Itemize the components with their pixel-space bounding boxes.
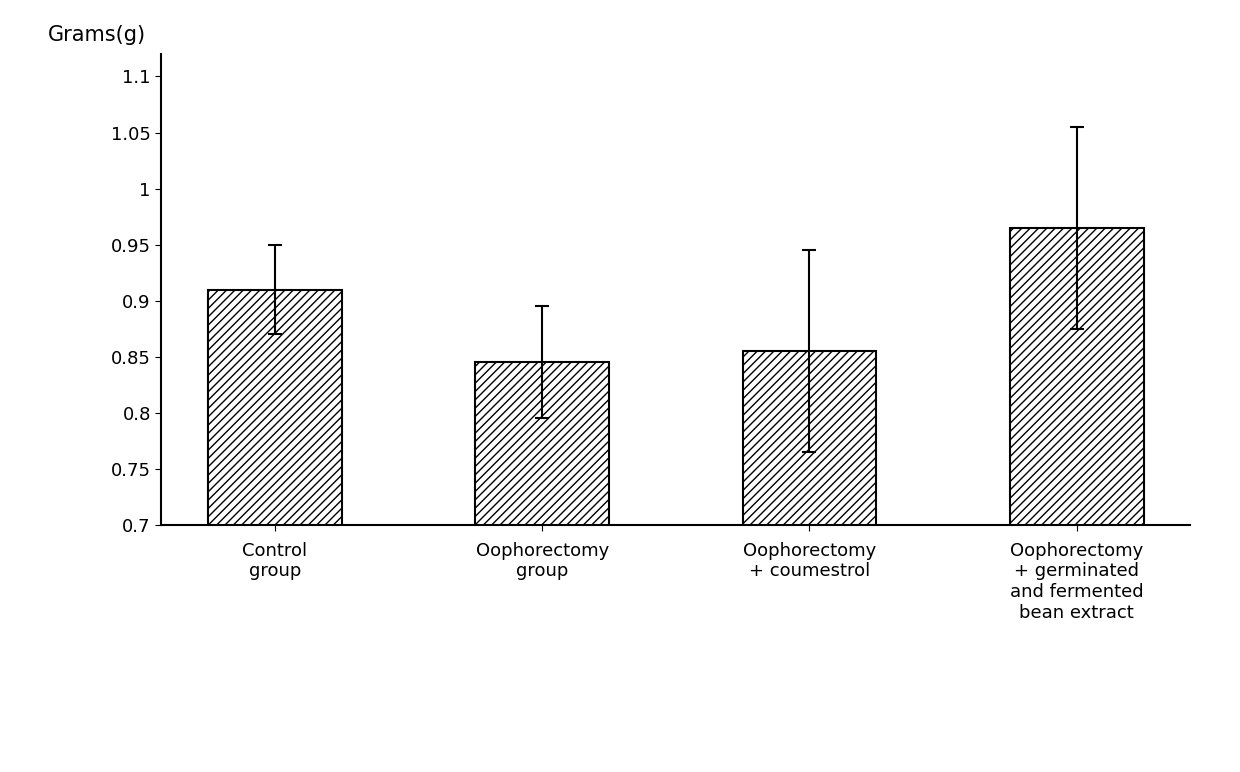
Text: Grams(g): Grams(g) <box>48 25 146 45</box>
Bar <box>208 290 342 525</box>
Bar <box>475 362 609 525</box>
Bar <box>743 351 877 525</box>
Bar <box>1009 228 1143 525</box>
